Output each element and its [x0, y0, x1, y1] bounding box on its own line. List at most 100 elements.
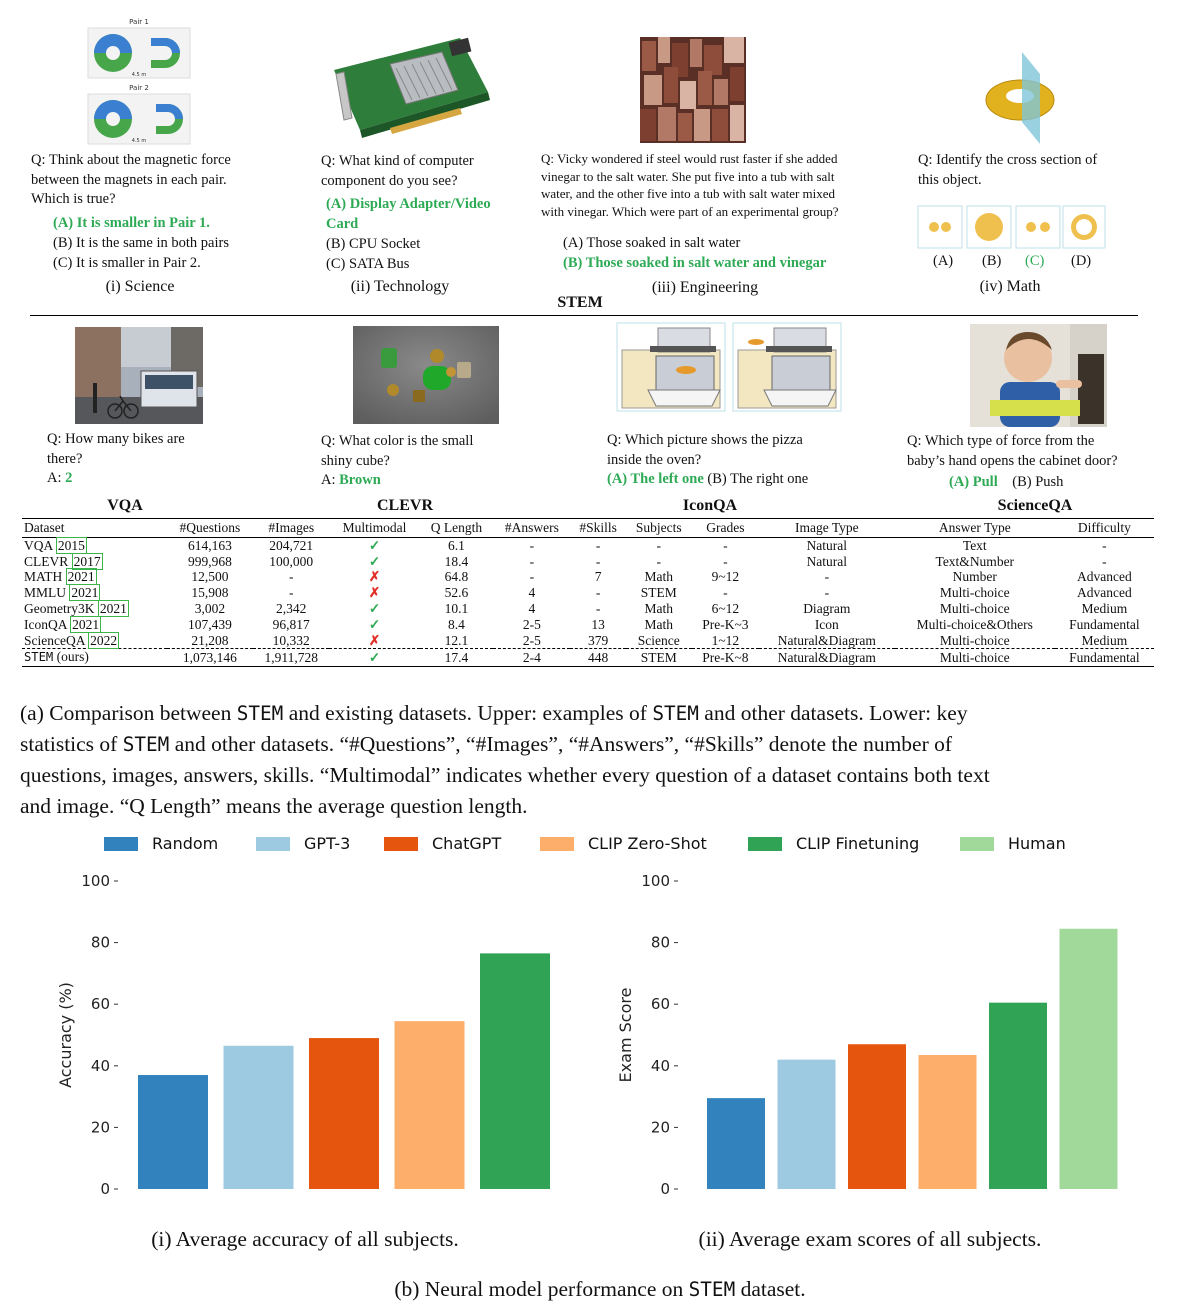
caption-b: (b) Neural model performance on STEM dat…: [200, 1277, 1000, 1302]
table-header-cell: #Images: [252, 518, 330, 538]
table-cell: 9~12: [711, 569, 740, 585]
table-cell: 96,817: [272, 616, 310, 632]
table-cell: Natural&Diagram: [777, 632, 876, 648]
engineering-question-line: with vinegar. Which were part of an expe…: [541, 203, 839, 219]
legend-label: CLIP Zero-Shot: [588, 834, 707, 853]
vqa-title: VQA: [107, 497, 143, 514]
y-tick-label: 80: [651, 934, 670, 952]
table-cell: -: [595, 553, 601, 569]
chart1-caption: (i) Average accuracy of all subjects.: [151, 1227, 459, 1251]
baby-photo: [970, 324, 1107, 427]
table-cell: -: [824, 569, 830, 585]
multimodal-mark: ✗: [368, 569, 381, 585]
math-choice-images: [917, 205, 1107, 249]
citation-link[interactable]: 2021: [97, 599, 129, 617]
dataset-suffix: (ours): [53, 649, 89, 665]
table-cell: 2-4: [493, 648, 571, 668]
y-tick-label: 60: [91, 995, 110, 1013]
multimodal-mark: ✓: [368, 553, 381, 569]
bar-clip-zero-shot: [918, 1055, 977, 1189]
table-cell: Fundamental: [1054, 648, 1154, 668]
dataset-name-cell: ScienceQA 2022: [22, 631, 167, 649]
caption-a-text: questions, images, answers, skills. “Mul…: [20, 763, 990, 787]
science-options: (A) It is smaller in Pair 1. (B) It is t…: [53, 213, 313, 273]
engineering-label: (iii) Engineering: [651, 279, 759, 296]
table-cell: Advanced: [1077, 569, 1132, 585]
table-cell: 6.1: [448, 537, 465, 553]
table-cell: 7: [594, 569, 602, 585]
citation-link[interactable]: 2022: [88, 631, 120, 649]
multimodal-mark: ✓: [368, 600, 381, 616]
bar-random: [138, 1075, 208, 1189]
table-cell: -: [723, 585, 728, 601]
engineering-option-a: (A) Those soaked in salt water: [563, 235, 741, 251]
table-cell: Math: [644, 600, 674, 616]
y-tick-label: 40: [651, 1057, 670, 1075]
table-cell: -: [595, 585, 601, 601]
caption-a-text: (a) Comparison between: [20, 701, 237, 725]
table-cell: Text: [962, 537, 987, 553]
street-photo: [75, 327, 203, 424]
magnets-image: Pair 1 4.5 m Pair 2 4.5 m: [86, 16, 192, 146]
science-option-a: (A) It is smaller in Pair 1.: [53, 215, 210, 231]
table-cell: 10.1: [444, 600, 469, 616]
table-cell: -: [1102, 553, 1107, 569]
iconqa-option-b: (B) The right one: [707, 471, 809, 487]
table-cell: Number: [952, 569, 997, 585]
table-cell: -: [723, 537, 728, 553]
legend-swatch: [748, 836, 782, 851]
bar-random: [707, 1098, 765, 1189]
table-cell: 3,002: [194, 600, 226, 616]
clevr-answer-value: Brown: [339, 472, 381, 488]
y-axis-label: Accuracy (%): [56, 982, 75, 1088]
table-header-cell: #Answers: [493, 518, 571, 538]
citation-link[interactable]: 2017: [71, 552, 103, 570]
table-row: STEM (ours) 1,073,146 1,911,728 ✓ 17.4 2-4 448…: [22, 648, 1154, 668]
legend-swatch: [104, 836, 138, 851]
table-cell: Multi-choice: [894, 648, 1055, 668]
table-cell: 12,500: [191, 569, 229, 585]
legend-item: GPT-3: [256, 834, 350, 853]
table-cell: Fundamental: [1069, 616, 1140, 632]
dataset-name-cell: Geometry3K 2021: [22, 599, 167, 617]
table-cell: Multi-choice&Others: [916, 616, 1033, 632]
table-header-cell: #Skills: [570, 518, 626, 538]
table-cell: -: [288, 569, 294, 585]
table-header-cell: Q Length: [419, 518, 494, 538]
bar-gpt-3: [777, 1059, 836, 1189]
dist-label-2: 4.5 m: [132, 138, 147, 144]
caption-a-text: STEM: [236, 702, 284, 725]
table-cell: 2,342: [276, 600, 307, 616]
engineering-question-line: Q: Vicky wondered if steel would rust fa…: [541, 151, 838, 166]
legend-label: CLIP Finetuning: [796, 834, 920, 853]
citation-link[interactable]: 2015: [55, 536, 87, 554]
table-cell: Multi-choice: [939, 632, 1010, 648]
dataset-name: CLEVR: [24, 553, 72, 569]
clevr-answer-prefix: A:: [321, 472, 340, 488]
dataset-name: IconQA: [24, 616, 71, 632]
scienceqa-options: (A) Pull (B) Push: [949, 472, 1149, 492]
table-cell: Pre-K~8: [691, 648, 759, 668]
table-header-cell: Dataset: [22, 518, 167, 538]
citation-link[interactable]: 2021: [69, 584, 101, 602]
table-header-cell: Multimodal: [329, 518, 420, 538]
bar-clip-zero-shot: [394, 1021, 465, 1189]
table-row: MATH 2021 12,500 - ✗ 64.8 - 7 Math 9~12 - Number Ad…: [22, 568, 1154, 586]
caption-a-line: questions, images, answers, skills. “Mul…: [20, 760, 1170, 791]
table-header-cell: Grades: [691, 518, 759, 538]
citation-link[interactable]: 2021: [65, 568, 97, 586]
table-cell: Natural: [806, 553, 848, 569]
rust-blocks-image: [640, 37, 746, 143]
table-cell: Math: [644, 616, 674, 632]
table-header-cell: #Questions: [166, 518, 253, 538]
table-cell: 4: [528, 585, 536, 601]
table-cell: Math: [644, 569, 674, 585]
citation-link[interactable]: 2021: [70, 615, 102, 633]
bar-human: [1059, 928, 1118, 1189]
caption-a-line: and image. “Q Length” means the average …: [20, 791, 1170, 822]
table-cell: 379: [587, 632, 609, 648]
torus-image: [982, 48, 1062, 148]
technology-question-line: component do you see?: [321, 172, 458, 189]
dataset-name-cell: CLEVR 2017: [22, 552, 167, 570]
y-tick-label: 0: [100, 1180, 110, 1198]
